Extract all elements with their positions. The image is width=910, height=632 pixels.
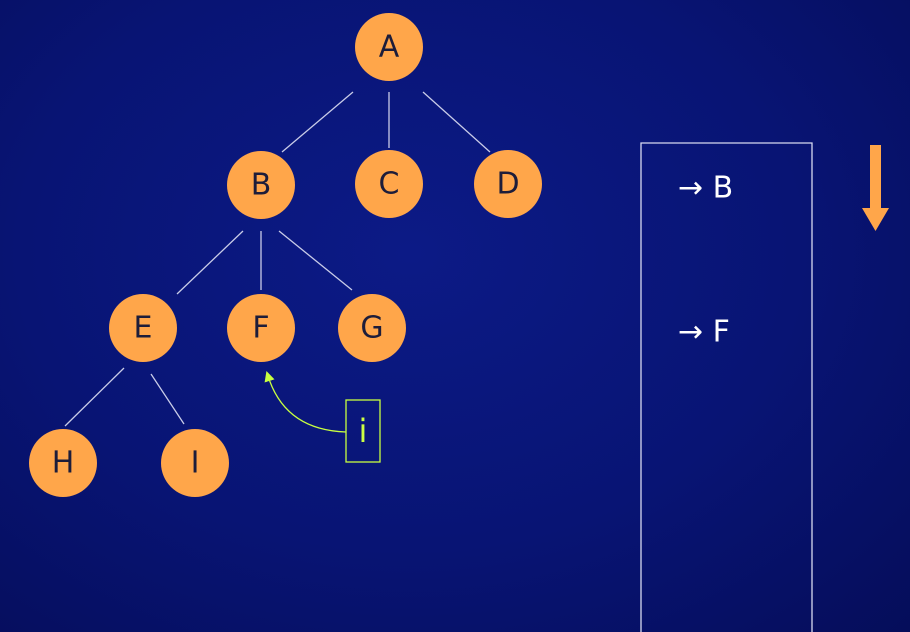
pointer-box bbox=[345, 399, 381, 463]
node-label-c: C bbox=[379, 167, 400, 202]
stack-outline bbox=[640, 142, 813, 632]
tree-node-i: I bbox=[161, 429, 229, 497]
tree-node-c: C bbox=[355, 150, 423, 218]
edge-b-g bbox=[278, 230, 353, 291]
node-label-d: D bbox=[496, 167, 519, 202]
node-label-b: B bbox=[251, 168, 272, 203]
node-label-i: I bbox=[191, 446, 200, 481]
edge-e-i bbox=[150, 373, 185, 425]
edge-a-b bbox=[281, 91, 354, 153]
stack-entry-b: → B bbox=[678, 171, 733, 206]
edge-e-h bbox=[64, 367, 125, 427]
node-label-g: G bbox=[360, 311, 383, 346]
pointer-arrow bbox=[264, 371, 347, 433]
down-arrow-icon bbox=[862, 145, 889, 231]
node-label-f: F bbox=[252, 311, 269, 346]
tree-node-a: A bbox=[355, 13, 423, 81]
tree-node-d: D bbox=[474, 150, 542, 218]
tree-node-g: G bbox=[338, 294, 406, 362]
tree-node-h: H bbox=[29, 429, 97, 497]
edge-a-d bbox=[422, 91, 491, 153]
pointer-label: i bbox=[359, 412, 368, 450]
stack-entry-f: → F bbox=[678, 315, 730, 350]
tree-node-e: E bbox=[109, 294, 177, 362]
tree-node-b: B bbox=[227, 151, 295, 219]
edge-b-e bbox=[176, 230, 244, 295]
tree-nodes: A B C D E F G H bbox=[29, 13, 542, 497]
pointer-i: i bbox=[264, 371, 381, 463]
node-label-h: H bbox=[52, 446, 75, 481]
stack: → B → F bbox=[640, 142, 813, 632]
tree-node-f: F bbox=[227, 294, 295, 362]
tree-edges bbox=[64, 91, 491, 427]
node-label-a: A bbox=[379, 30, 400, 65]
node-label-e: E bbox=[134, 311, 153, 346]
